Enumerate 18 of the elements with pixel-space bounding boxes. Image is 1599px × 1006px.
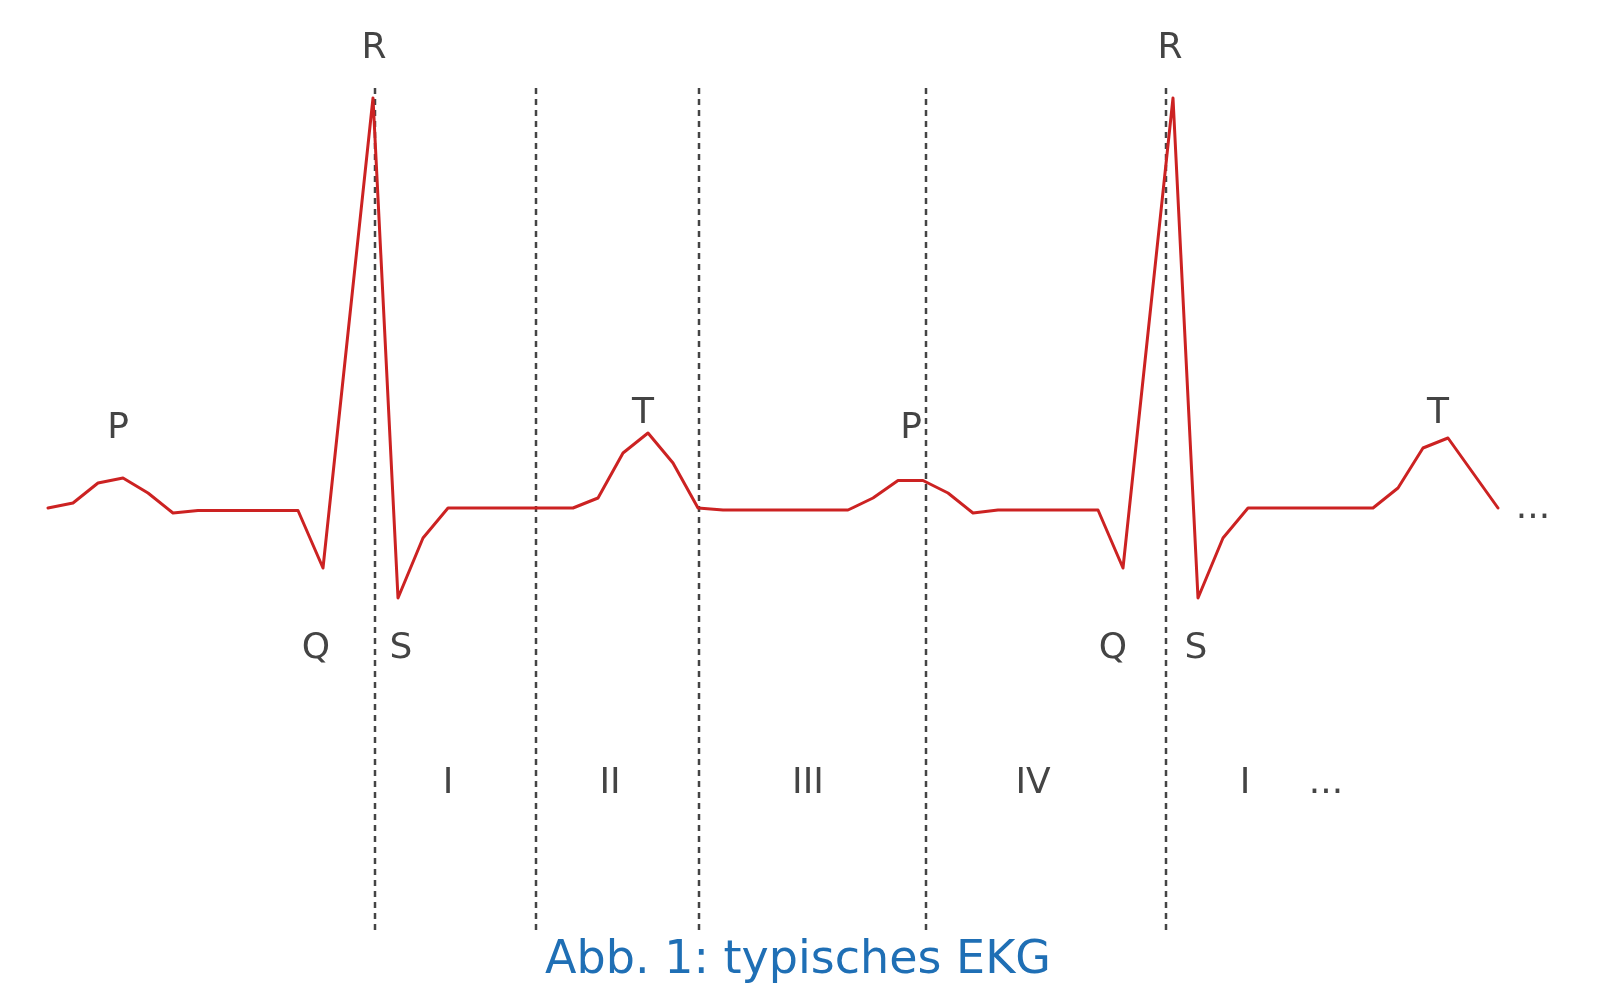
text: ... (1515, 485, 1551, 526)
text: Abb. 1: typisches EKG (545, 930, 1051, 984)
text: III (792, 760, 824, 801)
text: S (1184, 625, 1208, 666)
text: Q (1098, 625, 1128, 666)
annotation: T (631, 390, 655, 431)
annotation: T (1426, 390, 1450, 431)
text: II (599, 760, 621, 801)
annotation: P (900, 405, 922, 446)
annotation: P (107, 405, 129, 446)
text: I (442, 760, 454, 801)
text: I (1239, 760, 1251, 801)
text: R (1157, 25, 1183, 66)
text: S (389, 625, 413, 666)
text: ... (1308, 760, 1344, 801)
text: IV (1015, 760, 1051, 801)
text: R (361, 25, 387, 66)
text: Q (301, 625, 331, 666)
